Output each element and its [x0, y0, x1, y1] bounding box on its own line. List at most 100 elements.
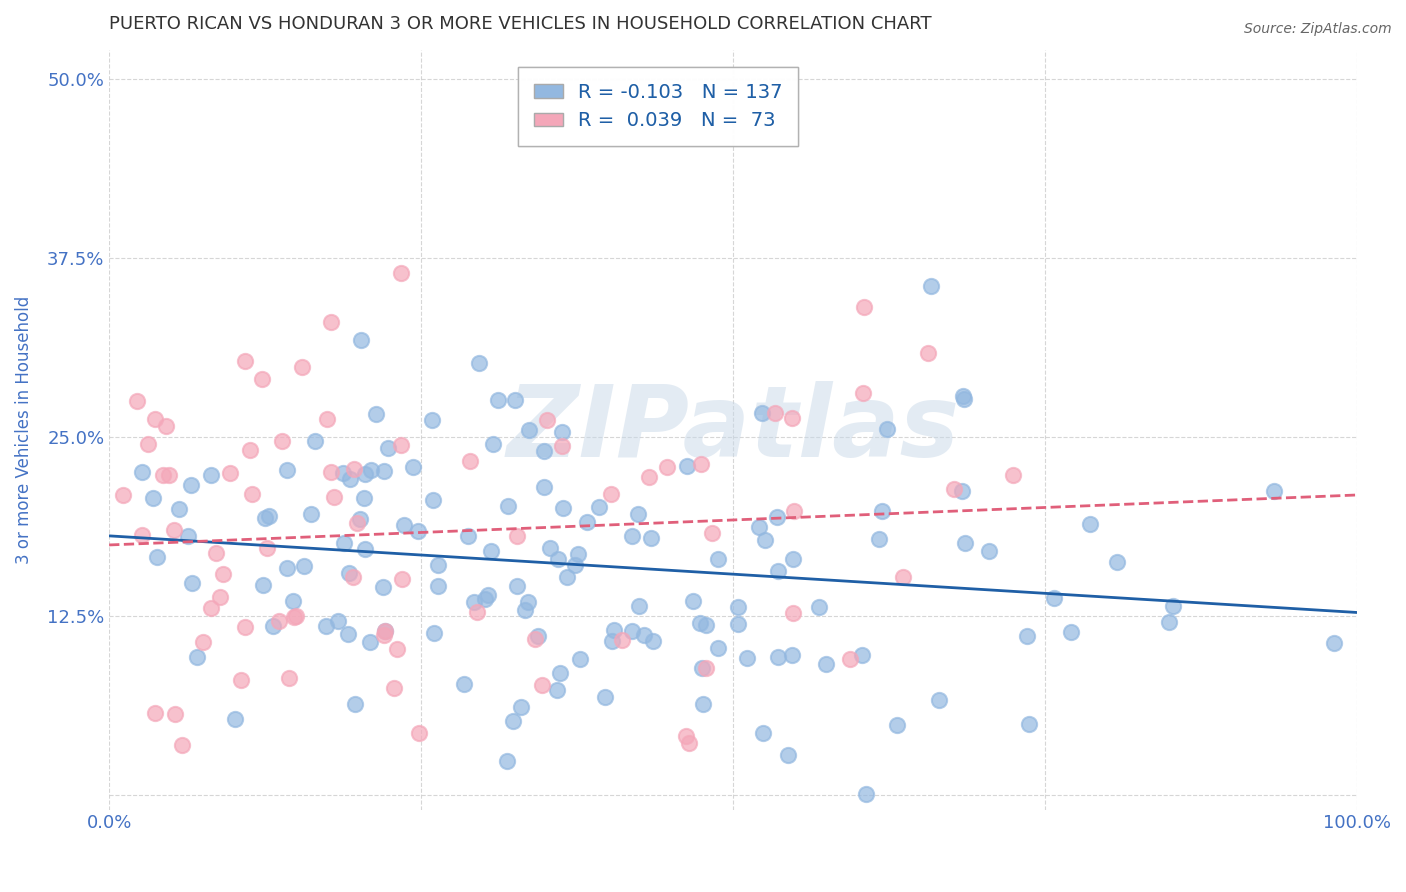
Point [751, 725, 773, 739]
Point [555, 570, 578, 584]
Point [707, 552, 730, 566]
Point [637, 470, 659, 484]
Point [782, 504, 804, 518]
Point [588, 500, 610, 515]
Point [257, 508, 280, 523]
Point [285, 608, 308, 623]
Point [766, 564, 789, 578]
Point [392, 518, 415, 533]
Point [852, 300, 875, 314]
Point [564, 558, 586, 572]
Point [953, 535, 976, 549]
Point [517, 423, 540, 437]
Point [599, 487, 621, 501]
Point [374, 624, 396, 639]
Point [253, 511, 276, 525]
Point [852, 385, 875, 400]
Point [377, 441, 399, 455]
Point [344, 698, 367, 712]
Point [364, 407, 387, 421]
Point [420, 412, 443, 426]
Point [765, 405, 787, 419]
Point [782, 552, 804, 566]
Y-axis label: 3 or more Vehicles in Household: 3 or more Vehicles in Household [15, 295, 32, 564]
Point [778, 748, 800, 763]
Point [675, 729, 697, 743]
Point [600, 634, 623, 648]
Point [496, 754, 519, 768]
Point [371, 580, 394, 594]
Point [692, 661, 714, 675]
Point [382, 681, 405, 695]
Point [408, 524, 430, 538]
Point [855, 787, 877, 801]
Point [176, 529, 198, 543]
Point [513, 603, 536, 617]
Point [337, 566, 360, 581]
Point [1263, 484, 1285, 499]
Point [1043, 591, 1066, 606]
Point [474, 592, 496, 607]
Point [402, 459, 425, 474]
Point [547, 551, 569, 566]
Point [256, 541, 278, 555]
Point [332, 466, 354, 480]
Point [815, 657, 838, 671]
Point [692, 697, 714, 711]
Point [208, 591, 231, 605]
Text: Source: ZipAtlas.com: Source: ZipAtlas.com [1244, 22, 1392, 37]
Point [523, 632, 546, 646]
Point [146, 550, 169, 565]
Point [952, 389, 974, 403]
Point [299, 508, 322, 522]
Point [870, 504, 893, 518]
Point [290, 359, 312, 374]
Point [186, 649, 208, 664]
Point [780, 411, 803, 425]
Point [768, 649, 790, 664]
Point [250, 372, 273, 386]
Point [620, 529, 643, 543]
Point [427, 579, 450, 593]
Point [533, 480, 555, 494]
Point [953, 392, 976, 406]
Point [569, 652, 592, 666]
Point [423, 626, 446, 640]
Point [1015, 628, 1038, 642]
Point [477, 588, 499, 602]
Text: ZIPatlas: ZIPatlas [506, 381, 960, 478]
Point [354, 541, 377, 556]
Point [131, 527, 153, 541]
Point [211, 567, 233, 582]
Legend: R = -0.103   N = 137, R =  0.039   N =  73: R = -0.103 N = 137, R = 0.039 N = 73 [517, 67, 799, 146]
Point [276, 463, 298, 477]
Point [157, 467, 180, 482]
Point [551, 438, 574, 452]
Point [304, 434, 326, 448]
Point [374, 624, 396, 638]
Point [191, 635, 214, 649]
Point [276, 561, 298, 575]
Point [538, 541, 561, 556]
Point [283, 610, 305, 624]
Point [702, 525, 724, 540]
Point [142, 491, 165, 506]
Point [389, 266, 412, 280]
Point [181, 575, 204, 590]
Point [928, 693, 950, 707]
Point [643, 634, 665, 648]
Point [868, 532, 890, 546]
Point [727, 617, 749, 632]
Point [200, 601, 222, 615]
Point [315, 412, 337, 426]
Point [576, 516, 599, 530]
Point [337, 627, 360, 641]
Point [233, 620, 256, 634]
Point [163, 523, 186, 537]
Point [627, 508, 650, 522]
Point [180, 478, 202, 492]
Point [353, 467, 375, 481]
Point [350, 333, 373, 347]
Text: PUERTO RICAN VS HONDURAN 3 OR MORE VEHICLES IN HOUSEHOLD CORRELATION CHART: PUERTO RICAN VS HONDURAN 3 OR MORE VEHIC… [110, 15, 932, 33]
Point [727, 600, 749, 615]
